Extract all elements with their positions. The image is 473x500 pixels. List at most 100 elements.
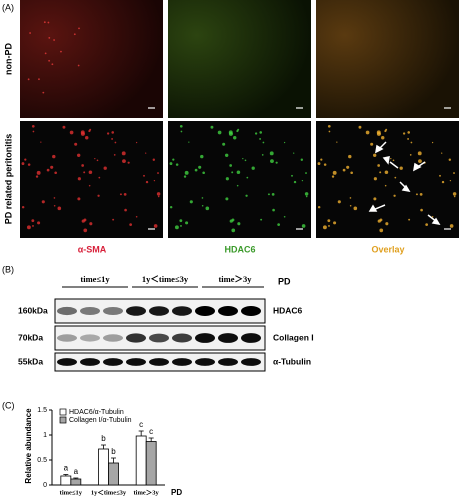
signal-dot <box>172 158 175 161</box>
signal-dot <box>27 163 31 166</box>
signal-dot <box>304 192 309 196</box>
bar <box>135 435 147 486</box>
signal-dot <box>420 208 423 212</box>
significance-letter: c <box>139 420 143 429</box>
signal-dot <box>184 170 189 175</box>
signal-dot <box>32 224 34 227</box>
band <box>149 306 169 316</box>
signal-dot <box>275 161 278 164</box>
group-label: 1y＜time≤3y <box>142 274 189 284</box>
band <box>241 306 261 316</box>
signal-dot <box>346 165 350 169</box>
bar-chart: 0 0.5 1 1.5 time≤1y a a 1y＜time≤3y bb time＞3y cc PD… <box>37 407 182 497</box>
signal-dot <box>244 159 247 162</box>
signal-dot <box>62 125 66 129</box>
protein-label: Collagen I <box>273 332 314 342</box>
signal-dot <box>410 141 413 144</box>
signal-dot <box>407 131 411 134</box>
signal-dot <box>111 131 115 134</box>
micrograph <box>316 0 459 118</box>
signal-dot <box>53 39 55 41</box>
signal-dot <box>358 125 362 129</box>
marker-label: 160kDa <box>18 305 48 315</box>
row-label: PD related peritonitis <box>3 134 13 225</box>
signal-dot <box>317 205 321 209</box>
signal-dot <box>449 179 452 182</box>
signal-dot <box>169 162 173 165</box>
signal-dot <box>53 204 56 207</box>
signal-dot <box>52 154 56 159</box>
error-bar <box>101 444 106 449</box>
band <box>80 307 100 315</box>
signal-dot <box>175 163 179 166</box>
signal-dot <box>50 165 54 169</box>
signal-dot <box>376 130 381 135</box>
signal-dot <box>267 193 270 196</box>
signal-dot <box>210 125 214 129</box>
band <box>80 358 100 366</box>
signal-dot <box>145 152 147 154</box>
signal-dot <box>377 164 381 167</box>
signal-dot <box>153 179 156 182</box>
signal-dot <box>350 171 353 175</box>
signal-dot <box>425 223 429 226</box>
micrograph <box>316 121 459 238</box>
panel-label: (C) <box>2 400 15 410</box>
y-tick-label: 0.5 <box>37 457 47 464</box>
signal-dot <box>277 223 281 226</box>
signal-dot <box>98 176 101 179</box>
signal-dot <box>262 141 265 144</box>
signal-dot <box>384 170 389 175</box>
signal-dot <box>77 64 80 67</box>
error-bar <box>73 477 79 479</box>
signal-dot <box>372 153 377 157</box>
signal-dot <box>31 219 35 223</box>
signal-dot <box>156 192 161 196</box>
column-label: HDAC6 <box>224 244 255 254</box>
signal-dot <box>46 168 50 172</box>
signal-dot <box>54 171 57 175</box>
signal-dot <box>89 222 93 226</box>
signal-dot <box>242 158 244 160</box>
signal-dot <box>333 221 337 225</box>
signal-dot <box>293 180 297 184</box>
bar <box>98 448 109 486</box>
signal-dot <box>152 158 156 161</box>
band <box>57 334 77 342</box>
signal-dot <box>225 197 229 201</box>
bar <box>60 475 72 486</box>
signal-dot <box>293 152 295 154</box>
signal-dot <box>111 138 114 140</box>
signal-dot <box>174 225 179 230</box>
signal-dot <box>123 193 127 196</box>
error-bar <box>138 430 144 436</box>
band <box>241 358 261 366</box>
signal-dot <box>259 138 262 140</box>
signal-dot <box>88 170 93 175</box>
signal-dot <box>32 130 35 133</box>
signal-dot <box>283 141 286 144</box>
signal-dot <box>231 228 236 233</box>
signal-dot <box>113 154 116 156</box>
signal-dot <box>97 194 100 197</box>
signal-dot <box>31 124 35 128</box>
panel-label: (B) <box>2 264 14 274</box>
band <box>218 333 238 343</box>
signal-dot <box>42 91 45 94</box>
signal-dot <box>453 172 455 174</box>
signal-dot <box>180 224 182 227</box>
signal-dot <box>222 142 226 146</box>
signal-dot <box>448 158 452 161</box>
signal-dot <box>143 174 145 177</box>
signal-dot <box>336 141 338 143</box>
signal-dot <box>189 200 193 204</box>
bar <box>145 441 157 486</box>
signal-dot <box>392 159 395 162</box>
signal-dot <box>237 222 241 226</box>
signal-dot <box>415 193 418 196</box>
signal-dot <box>179 219 183 223</box>
signal-dot <box>229 164 233 167</box>
band <box>103 334 123 342</box>
signal-dot <box>233 136 237 140</box>
